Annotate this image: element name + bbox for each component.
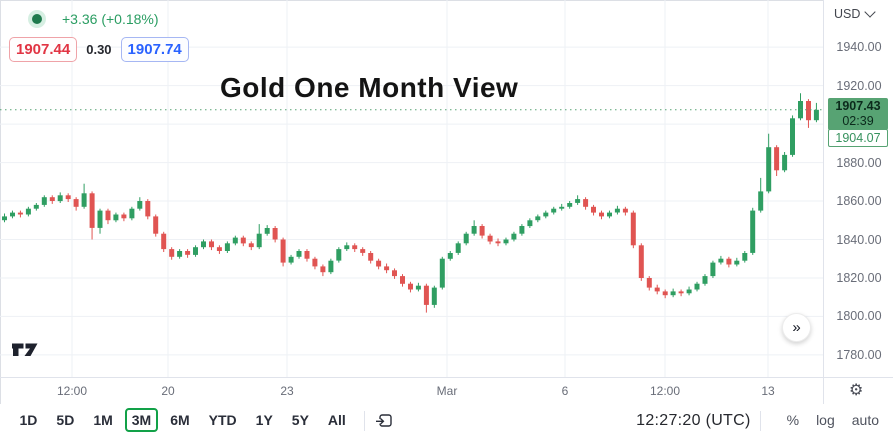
range-button-5y[interactable]: 5Y <box>291 412 309 428</box>
time-tick-label: 12:00 <box>56 384 88 398</box>
bar-countdown: 02:39 <box>842 114 874 129</box>
range-button-3m[interactable]: 3M <box>124 408 159 432</box>
currency-label: USD <box>834 7 861 21</box>
scale-mode-auto[interactable]: auto <box>851 412 879 428</box>
chevron-down-icon <box>864 6 877 18</box>
toolbar-divider <box>759 411 761 431</box>
spread-label: 0.30 <box>86 42 112 57</box>
axis-separator-line <box>0 377 893 378</box>
go-to-date-button[interactable] <box>374 410 396 432</box>
price-tick-label: 1840.00 <box>836 232 882 247</box>
price-tick-label: 1800.00 <box>836 309 882 324</box>
time-tick-label: 6 <box>561 384 569 398</box>
price-tick-label: 1880.00 <box>836 155 882 170</box>
clock-timezone-button[interactable]: 12:27:20 (UTC) <box>636 412 751 429</box>
range-button-ytd[interactable]: YTD <box>208 412 237 428</box>
scale-mode-percent[interactable]: % <box>786 412 800 428</box>
currency-dropdown[interactable]: USD <box>834 6 877 21</box>
price-tick-label: 1780.00 <box>836 347 882 362</box>
price-change-label: +3.36 (+0.18%) <box>62 11 159 27</box>
double-chevron-right-icon: » <box>792 319 801 336</box>
range-button-1y[interactable]: 1Y <box>255 412 273 428</box>
time-tick-label: Mar <box>436 384 458 398</box>
gridlines <box>0 0 823 377</box>
time-tick-label: 20 <box>161 384 175 398</box>
buy-ask-button[interactable]: 1907.74 <box>120 37 189 62</box>
last-price-value: 1907.43 <box>835 99 881 114</box>
time-tick-label: 12:00 <box>649 384 681 398</box>
range-button-1m[interactable]: 1M <box>93 412 113 428</box>
price-axis[interactable]: USD 1940.00 1920.00 1880.00 1860.00 1840.00 1… <box>823 0 893 404</box>
range-button-5d[interactable]: 5D <box>56 412 75 428</box>
toolbar-divider <box>364 411 366 431</box>
chart-title-annotation: Gold One Month View <box>220 72 519 103</box>
range-button-1d[interactable]: 1D <box>19 412 38 428</box>
time-axis[interactable]: 12:00 20 23 Mar 6 12:00 13 <box>0 378 823 404</box>
bottom-toolbar: 1D 5D 1M 3M 6M YTD 1Y 5Y All 12:27:20 (UTC) % log… <box>0 404 893 438</box>
secondary-price-badge: 1904.07 <box>828 128 888 147</box>
symbol-legend: +3.36 (+0.18%) 1907.44 0.30 1907.74 <box>8 8 189 62</box>
market-open-status-icon <box>32 14 42 24</box>
price-tick-label: 1940.00 <box>836 40 882 55</box>
time-tick-label: 23 <box>280 384 294 398</box>
candlestick-series <box>2 93 819 313</box>
sell-bid-button[interactable]: 1907.44 <box>9 37 78 62</box>
time-tick-label: 13 <box>761 384 775 398</box>
price-tick-label: 1820.00 <box>836 270 882 285</box>
last-price-badge: 1907.43 02:39 <box>828 98 888 131</box>
tradingview-logo[interactable] <box>11 340 39 364</box>
go-to-date-icon <box>376 414 393 427</box>
price-tick-label: 1860.00 <box>836 194 882 209</box>
scale-controls: 12:27:20 (UTC) % log auto <box>636 411 893 431</box>
tradingview-logo-icon <box>12 343 38 356</box>
scroll-to-latest-button[interactable]: » <box>782 313 811 342</box>
chart-canvas[interactable] <box>0 0 823 377</box>
date-range-buttons: 1D 5D 1M 3M 6M YTD 1Y 5Y All <box>0 408 396 432</box>
settings-gear-icon[interactable]: ⚙ <box>849 380 864 399</box>
scale-mode-log[interactable]: log <box>816 412 835 428</box>
range-button-all[interactable]: All <box>327 412 346 428</box>
range-button-6m[interactable]: 6M <box>170 412 190 428</box>
price-tick-label: 1920.00 <box>836 78 882 93</box>
